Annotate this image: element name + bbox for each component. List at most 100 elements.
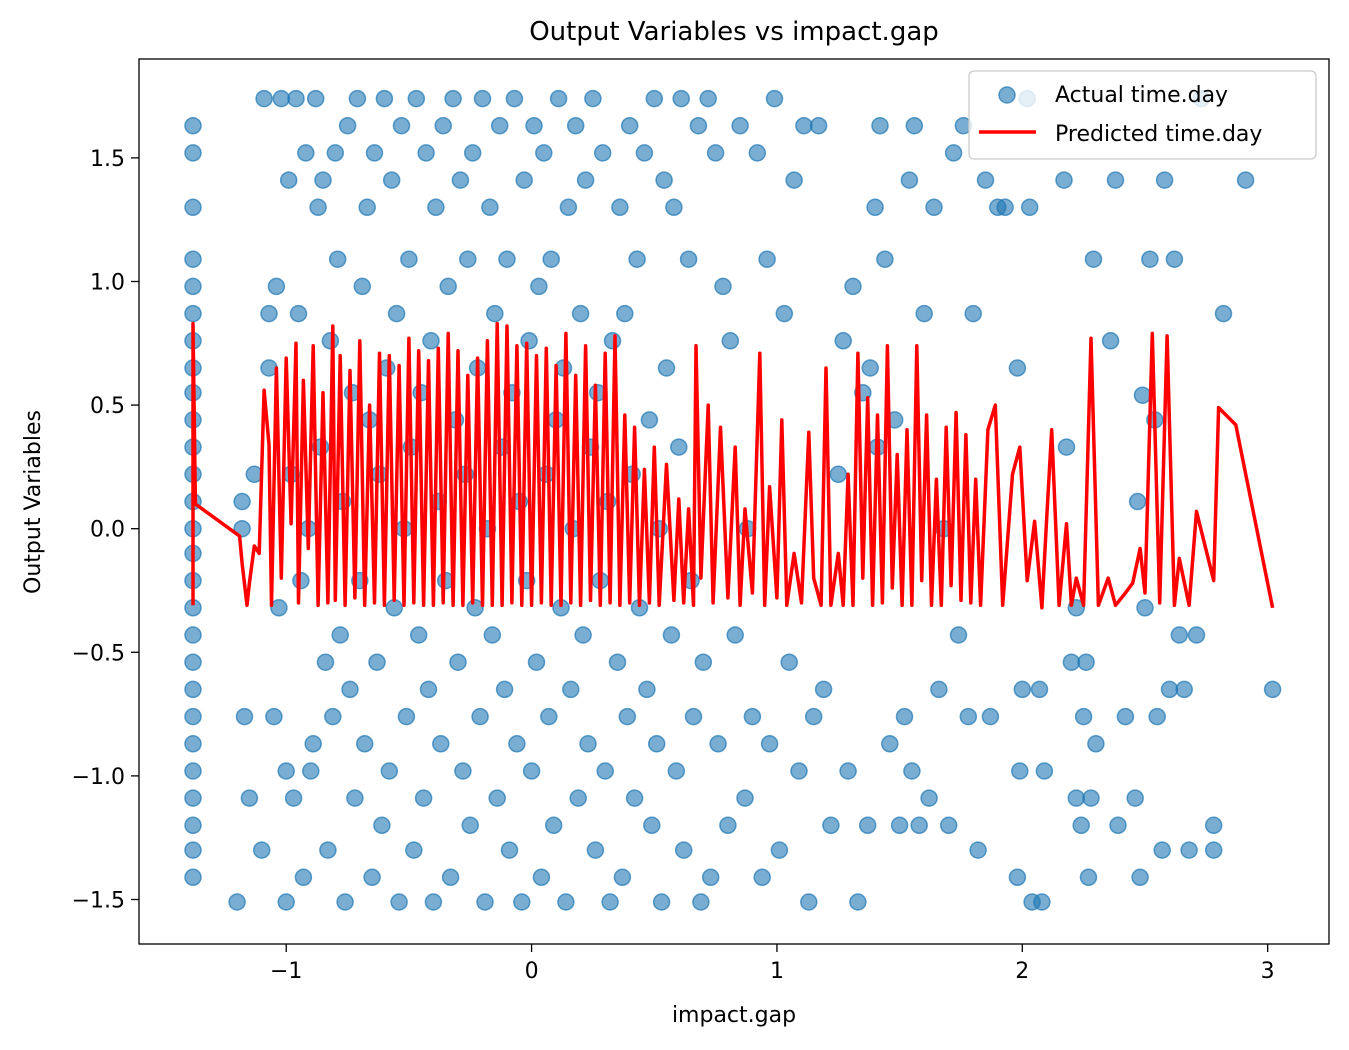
data-point [542, 250, 560, 268]
data-point [881, 735, 899, 753]
x-tick-label: 2 [1015, 959, 1029, 984]
data-point [1062, 653, 1081, 671]
data-point [324, 707, 342, 726]
data-point [319, 841, 337, 859]
data-point [338, 116, 357, 135]
data-point [434, 116, 452, 135]
data-point [584, 89, 602, 108]
data-point [1079, 868, 1098, 887]
data-point [184, 277, 202, 296]
data-point [461, 816, 479, 835]
data-point [184, 304, 202, 323]
data-point [731, 116, 749, 135]
data-point [822, 816, 840, 835]
data-point [608, 653, 627, 671]
data-point [1165, 250, 1184, 268]
data-point [743, 707, 762, 726]
data-point [1109, 816, 1127, 835]
data-point [184, 707, 202, 726]
data-point [287, 89, 305, 108]
data-point [576, 171, 595, 189]
data-point [422, 332, 440, 350]
data-point [760, 735, 779, 753]
plot-area [184, 89, 1282, 911]
data-point [272, 89, 291, 108]
data-point [508, 735, 526, 753]
data-point [662, 626, 681, 644]
data-point [593, 144, 612, 162]
data-point [326, 144, 345, 162]
legend-actual-marker [998, 86, 1016, 104]
plot-frame [138, 58, 1330, 945]
legend-actual-label: Actual time.day [1055, 83, 1228, 108]
data-point [719, 816, 737, 835]
data-point [1128, 492, 1147, 511]
data-point [890, 816, 909, 835]
data-point [439, 277, 457, 296]
data-point [910, 816, 928, 835]
data-point [390, 893, 408, 911]
data-point [419, 680, 438, 699]
data-point [574, 626, 592, 644]
data-point [1055, 171, 1073, 189]
data-point [692, 893, 710, 911]
data-point [544, 816, 563, 835]
y-axis-ticks: −1.5 −1.0 −0.5 0.0 0.5 1.0 1.5 [72, 147, 139, 914]
legend-predicted-label: Predicted time.day [1055, 122, 1262, 147]
data-point [930, 680, 948, 699]
chart-title: Output Variables vs impact.gap [529, 17, 939, 47]
data-point [255, 89, 273, 108]
data-point [1204, 841, 1223, 859]
data-point [709, 735, 727, 753]
data-point [652, 893, 671, 911]
data-point [1160, 680, 1179, 699]
data-point [409, 626, 428, 644]
data-point [449, 653, 467, 671]
data-point [969, 841, 987, 859]
x-tick-label: −1 [270, 959, 302, 984]
data-point [476, 893, 494, 911]
data-point [407, 89, 426, 108]
data-point [471, 707, 489, 726]
data-point [643, 816, 661, 835]
data-point [451, 171, 470, 189]
data-point [758, 250, 776, 268]
data-point [981, 707, 1000, 726]
data-point [284, 789, 303, 807]
data-point [959, 707, 978, 726]
data-point [775, 304, 794, 323]
data-point [441, 868, 460, 887]
data-point [1136, 599, 1154, 617]
data-point [559, 198, 578, 217]
data-point [292, 571, 310, 590]
data-point [900, 171, 919, 189]
data-point [1082, 789, 1100, 807]
data-point [638, 680, 656, 699]
data-point [184, 868, 202, 887]
data-point [1175, 680, 1193, 699]
data-point [596, 762, 614, 780]
data-point [1013, 680, 1032, 699]
data-point [522, 762, 541, 780]
x-axis-label: impact.gap [672, 1003, 796, 1028]
y-tick-label: −0.5 [72, 641, 125, 666]
data-point [365, 144, 384, 162]
data-point [184, 841, 202, 859]
y-tick-label: −1.0 [72, 765, 125, 790]
data-point [1148, 707, 1166, 726]
data-point [289, 304, 308, 323]
data-point [328, 250, 347, 268]
x-tick-label: 1 [770, 959, 784, 984]
data-point [603, 332, 622, 350]
data-point [1087, 735, 1105, 753]
data-point [498, 250, 516, 268]
data-point [488, 789, 506, 807]
data-point [1101, 332, 1120, 350]
data-point [382, 171, 401, 189]
data-point [387, 304, 406, 323]
data-point [473, 89, 492, 108]
y-axis-label: Output Variables [21, 410, 46, 594]
data-point [466, 599, 484, 617]
